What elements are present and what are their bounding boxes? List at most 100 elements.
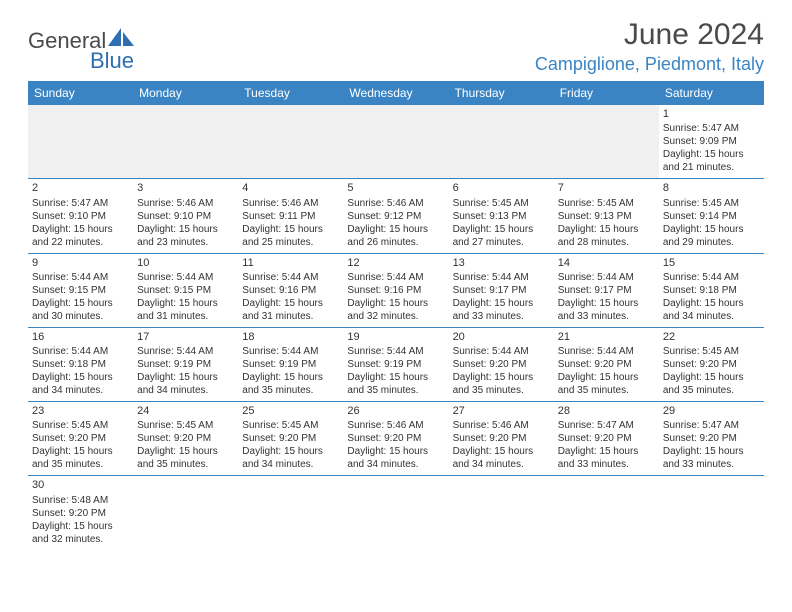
weekday-label: Tuesday: [238, 81, 343, 105]
sunset-line: Sunset: 9:19 PM: [347, 358, 444, 371]
sunrise-line: Sunrise: 5:44 AM: [137, 271, 234, 284]
day-cell: 4Sunrise: 5:46 AMSunset: 9:11 PMDaylight…: [238, 179, 343, 252]
day-number: 9: [32, 256, 129, 270]
sunrise-line: Sunrise: 5:47 AM: [663, 122, 760, 135]
sunrise-line: Sunrise: 5:45 AM: [663, 345, 760, 358]
day-number: 4: [242, 181, 339, 195]
day-cell: 7Sunrise: 5:45 AMSunset: 9:13 PMDaylight…: [554, 179, 659, 252]
day-cell: 17Sunrise: 5:44 AMSunset: 9:19 PMDayligh…: [133, 328, 238, 401]
day-cell: [659, 476, 764, 549]
daylight-line: Daylight: 15 hours and 32 minutes.: [32, 520, 129, 546]
day-number: 25: [242, 404, 339, 418]
weekday-label: Wednesday: [343, 81, 448, 105]
sunset-line: Sunset: 9:15 PM: [32, 284, 129, 297]
day-cell: 19Sunrise: 5:44 AMSunset: 9:19 PMDayligh…: [343, 328, 448, 401]
sunset-line: Sunset: 9:18 PM: [663, 284, 760, 297]
day-number: 27: [453, 404, 550, 418]
sunset-line: Sunset: 9:11 PM: [242, 210, 339, 223]
day-cell: [133, 105, 238, 178]
day-number: 3: [137, 181, 234, 195]
sunset-line: Sunset: 9:13 PM: [453, 210, 550, 223]
day-number: 30: [32, 478, 129, 492]
daylight-line: Daylight: 15 hours and 35 minutes.: [663, 371, 760, 397]
day-number: 6: [453, 181, 550, 195]
day-cell: 12Sunrise: 5:44 AMSunset: 9:16 PMDayligh…: [343, 254, 448, 327]
week-row: 2Sunrise: 5:47 AMSunset: 9:10 PMDaylight…: [28, 179, 764, 253]
day-number: 10: [137, 256, 234, 270]
daylight-line: Daylight: 15 hours and 27 minutes.: [453, 223, 550, 249]
sunset-line: Sunset: 9:20 PM: [663, 358, 760, 371]
sunrise-line: Sunrise: 5:46 AM: [347, 419, 444, 432]
title-block: June 2024 Campiglione, Piedmont, Italy: [535, 18, 764, 75]
daylight-line: Daylight: 15 hours and 35 minutes.: [453, 371, 550, 397]
day-cell: 3Sunrise: 5:46 AMSunset: 9:10 PMDaylight…: [133, 179, 238, 252]
day-cell: 26Sunrise: 5:46 AMSunset: 9:20 PMDayligh…: [343, 402, 448, 475]
daylight-line: Daylight: 15 hours and 21 minutes.: [663, 148, 760, 174]
weekday-label: Monday: [133, 81, 238, 105]
daylight-line: Daylight: 15 hours and 26 minutes.: [347, 223, 444, 249]
sunrise-line: Sunrise: 5:45 AM: [242, 419, 339, 432]
sunset-line: Sunset: 9:20 PM: [32, 432, 129, 445]
week-row: 1Sunrise: 5:47 AMSunset: 9:09 PMDaylight…: [28, 105, 764, 179]
daylight-line: Daylight: 15 hours and 35 minutes.: [32, 445, 129, 471]
sunset-line: Sunset: 9:20 PM: [242, 432, 339, 445]
sunrise-line: Sunrise: 5:46 AM: [347, 197, 444, 210]
day-cell: [28, 105, 133, 178]
sunset-line: Sunset: 9:17 PM: [453, 284, 550, 297]
day-number: 15: [663, 256, 760, 270]
week-row: 23Sunrise: 5:45 AMSunset: 9:20 PMDayligh…: [28, 402, 764, 476]
brand-logo: GeneralBlue: [28, 28, 136, 74]
sunset-line: Sunset: 9:20 PM: [663, 432, 760, 445]
day-cell: 29Sunrise: 5:47 AMSunset: 9:20 PMDayligh…: [659, 402, 764, 475]
week-row: 30 Sunrise: 5:48 AMSunset: 9:20 PMDayligh…: [28, 476, 764, 549]
day-cell: 6Sunrise: 5:45 AMSunset: 9:13 PMDaylight…: [449, 179, 554, 252]
day-number: 22: [663, 330, 760, 344]
day-cell: [554, 476, 659, 549]
sunrise-line: Sunrise: 5:44 AM: [32, 345, 129, 358]
brand-part2: Blue: [90, 48, 134, 74]
sunset-line: Sunset: 9:10 PM: [32, 210, 129, 223]
day-number: 5: [347, 181, 444, 195]
day-number: 29: [663, 404, 760, 418]
day-number: 14: [558, 256, 655, 270]
day-number: 11: [242, 256, 339, 270]
week-row: 16Sunrise: 5:44 AMSunset: 9:18 PMDayligh…: [28, 328, 764, 402]
sunrise-line: Sunrise: 5:48 AM: [32, 494, 129, 507]
day-cell: 10Sunrise: 5:44 AMSunset: 9:15 PMDayligh…: [133, 254, 238, 327]
sunrise-line: Sunrise: 5:44 AM: [347, 345, 444, 358]
daylight-line: Daylight: 15 hours and 29 minutes.: [663, 223, 760, 249]
weekday-label: Thursday: [449, 81, 554, 105]
sunset-line: Sunset: 9:20 PM: [32, 507, 129, 520]
month-title: June 2024: [535, 18, 764, 52]
sunset-line: Sunset: 9:16 PM: [242, 284, 339, 297]
day-cell: 18Sunrise: 5:44 AMSunset: 9:19 PMDayligh…: [238, 328, 343, 401]
day-cell: [238, 476, 343, 549]
weekday-label: Saturday: [659, 81, 764, 105]
day-cell: 14Sunrise: 5:44 AMSunset: 9:17 PMDayligh…: [554, 254, 659, 327]
day-number: 2: [32, 181, 129, 195]
sunrise-line: Sunrise: 5:45 AM: [32, 419, 129, 432]
day-cell: 15Sunrise: 5:44 AMSunset: 9:18 PMDayligh…: [659, 254, 764, 327]
day-cell: 24Sunrise: 5:45 AMSunset: 9:20 PMDayligh…: [133, 402, 238, 475]
day-cell: 1Sunrise: 5:47 AMSunset: 9:09 PMDaylight…: [659, 105, 764, 178]
daylight-line: Daylight: 15 hours and 35 minutes.: [558, 371, 655, 397]
daylight-line: Daylight: 15 hours and 33 minutes.: [663, 445, 760, 471]
day-number: 24: [137, 404, 234, 418]
day-cell: 22Sunrise: 5:45 AMSunset: 9:20 PMDayligh…: [659, 328, 764, 401]
day-number: 1: [663, 107, 760, 121]
sunrise-line: Sunrise: 5:44 AM: [453, 345, 550, 358]
day-cell: 20Sunrise: 5:44 AMSunset: 9:20 PMDayligh…: [449, 328, 554, 401]
day-cell: [343, 476, 448, 549]
day-cell: 28Sunrise: 5:47 AMSunset: 9:20 PMDayligh…: [554, 402, 659, 475]
weekday-label: Friday: [554, 81, 659, 105]
sunset-line: Sunset: 9:14 PM: [663, 210, 760, 223]
daylight-line: Daylight: 15 hours and 33 minutes.: [558, 297, 655, 323]
day-number: 17: [137, 330, 234, 344]
day-cell: [554, 105, 659, 178]
sunrise-line: Sunrise: 5:44 AM: [242, 345, 339, 358]
sunrise-line: Sunrise: 5:44 AM: [453, 271, 550, 284]
day-cell: [238, 105, 343, 178]
daylight-line: Daylight: 15 hours and 34 minutes.: [137, 371, 234, 397]
sunrise-line: Sunrise: 5:45 AM: [663, 197, 760, 210]
day-cell: 25Sunrise: 5:45 AMSunset: 9:20 PMDayligh…: [238, 402, 343, 475]
